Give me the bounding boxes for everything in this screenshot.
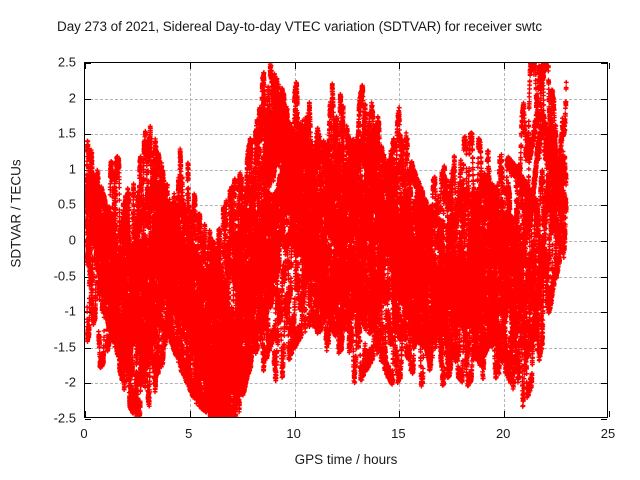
chart-title: Day 273 of 2021, Sidereal Day-to-day VTE… — [57, 19, 640, 34]
plot-area — [84, 62, 608, 418]
marker-group — [85, 63, 569, 417]
x-tick-label: 15 — [391, 426, 405, 441]
data-markers — [85, 63, 569, 417]
scatter-data-points — [85, 63, 607, 417]
x-tick-label: 20 — [496, 426, 510, 441]
x-tick-label: 25 — [601, 426, 615, 441]
y-tick-label: -1 — [14, 304, 76, 319]
y-tick-label: -0.5 — [14, 268, 76, 283]
x-tick-label: 0 — [80, 426, 87, 441]
y-axis-tick — [601, 419, 607, 420]
y-tick-label: -1.5 — [14, 339, 76, 354]
x-axis-tick — [609, 63, 610, 69]
y-tick-label: -2.5 — [14, 411, 76, 426]
y-tick-label: 0 — [14, 233, 76, 248]
x-axis-tick — [609, 411, 610, 417]
y-tick-label: -2 — [14, 375, 76, 390]
x-tick-label: 5 — [185, 426, 192, 441]
y-tick-label: 1 — [14, 161, 76, 176]
x-axis-label: GPS time / hours — [84, 452, 608, 467]
y-tick-label: 1.5 — [14, 126, 76, 141]
y-tick-label: 2.5 — [14, 55, 76, 70]
y-axis-tick — [85, 419, 91, 420]
y-tick-label: 0.5 — [14, 197, 76, 212]
x-tick-label: 10 — [286, 426, 300, 441]
y-tick-label: 2 — [14, 90, 76, 105]
